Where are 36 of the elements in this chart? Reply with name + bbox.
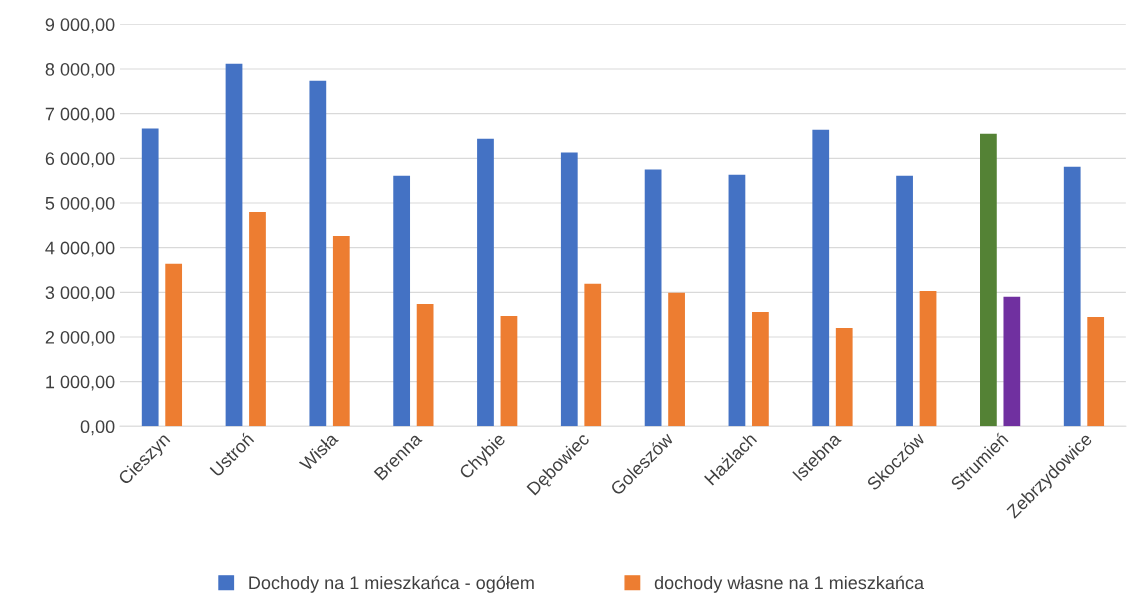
y-tick-label: 0,00 [80,420,115,436]
bar [835,328,853,427]
bar [812,129,830,427]
bar [393,175,411,427]
bar [980,133,997,427]
bar [1003,296,1021,427]
bar [728,174,746,427]
y-tick-label: 3 000,00 [45,286,115,302]
bar [752,311,769,427]
legend-label: dochody własne na 1 mieszkańca [654,575,925,593]
bar [1063,166,1081,427]
bar [896,175,913,427]
bar [249,211,266,427]
bar [644,169,662,427]
y-tick-label: 7 000,00 [45,107,115,123]
bar [309,80,327,427]
y-tick-label: 5 000,00 [45,196,115,212]
bar [560,152,578,427]
y-tick-label: 9 000,00 [45,18,115,34]
y-tick-label: 2 000,00 [45,330,115,346]
y-tick-label: 6 000,00 [45,152,115,168]
bar [919,290,937,427]
y-tick-label: 1 000,00 [46,375,115,391]
legend-label: Dochody na 1 mieszkańca - ogółem [249,575,534,593]
bar [416,303,434,427]
y-tick-label: 4 000,00 [45,241,115,257]
bar [165,263,183,427]
bar [500,315,518,427]
bar [225,63,243,427]
bar [477,138,494,427]
bar [332,236,350,427]
bar [141,128,159,427]
y-tick-label: 8 000,00 [45,62,115,78]
bar [584,283,602,427]
bar [1087,316,1105,427]
bar [668,292,685,427]
